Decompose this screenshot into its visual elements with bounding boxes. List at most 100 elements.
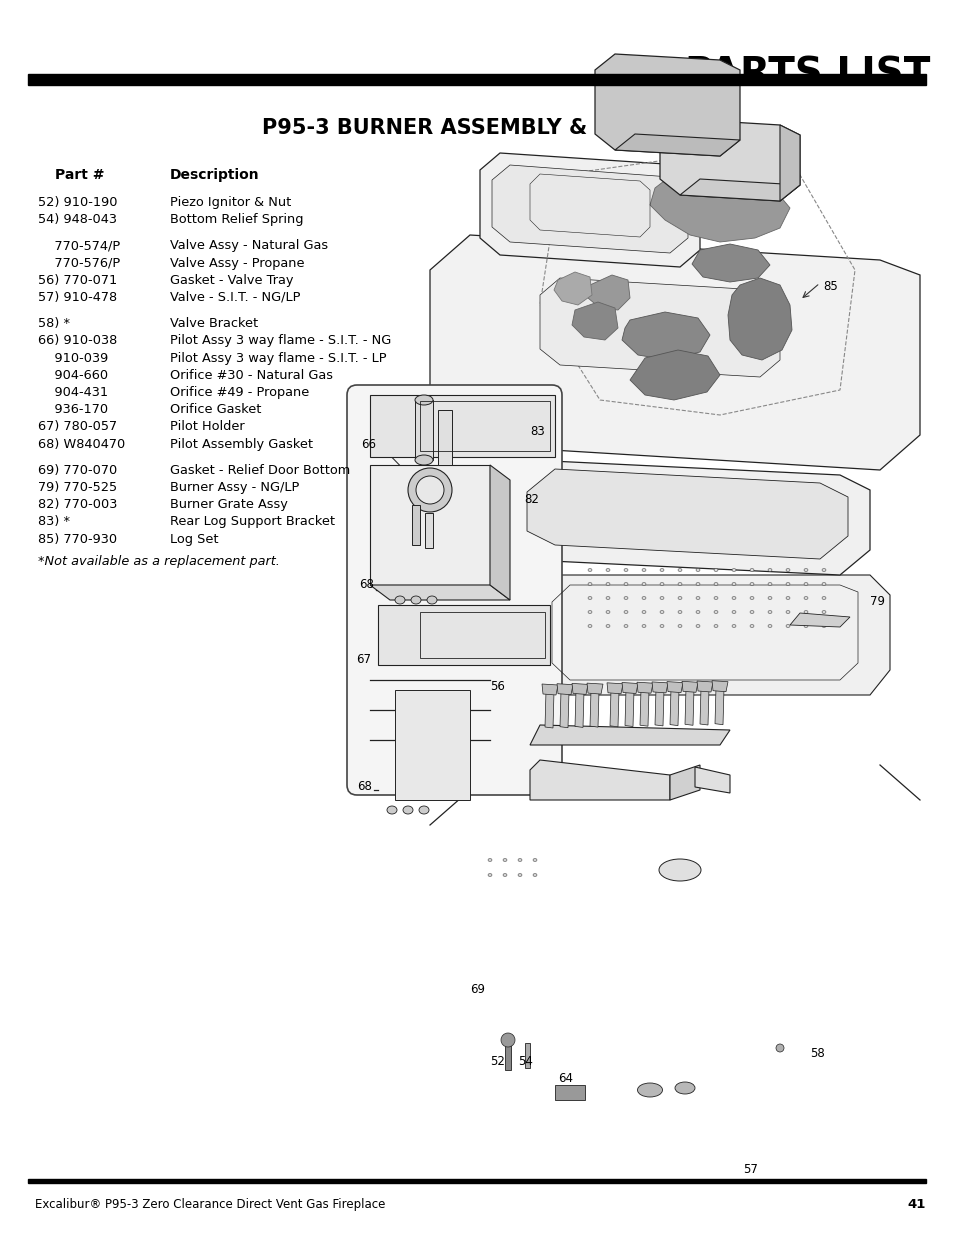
Text: 41: 41 [906,1198,925,1212]
Ellipse shape [587,597,592,599]
Bar [524,1044,530,1068]
Text: Piezo Ignitor & Nut: Piezo Ignitor & Nut [170,196,291,209]
Polygon shape [370,395,555,457]
Text: 56) 770-071: 56) 770-071 [38,274,117,287]
Ellipse shape [803,568,807,572]
Ellipse shape [641,597,645,599]
Text: 57: 57 [742,1163,757,1176]
Ellipse shape [587,625,592,627]
Ellipse shape [821,568,825,572]
Text: 69) 770-070: 69) 770-070 [38,464,117,477]
Ellipse shape [488,858,492,862]
Ellipse shape [387,806,396,814]
Text: 83: 83 [530,425,544,438]
Polygon shape [684,688,693,725]
Polygon shape [430,235,919,471]
Polygon shape [526,469,847,559]
Polygon shape [544,692,554,727]
Polygon shape [789,613,849,627]
Ellipse shape [785,597,789,599]
Polygon shape [624,689,634,726]
Ellipse shape [821,625,825,627]
Ellipse shape [488,873,492,877]
Polygon shape [691,245,769,282]
Text: 58) *: 58) * [38,317,70,330]
Ellipse shape [821,583,825,585]
Ellipse shape [678,625,681,627]
Ellipse shape [623,583,627,585]
Ellipse shape [659,625,663,627]
Ellipse shape [785,610,789,614]
Polygon shape [530,760,669,800]
Ellipse shape [587,610,592,614]
Ellipse shape [502,858,506,862]
Ellipse shape [623,625,627,627]
Ellipse shape [785,583,789,585]
Ellipse shape [749,610,753,614]
Polygon shape [639,689,648,726]
Text: 85) 770-930: 85) 770-930 [38,532,117,546]
Polygon shape [572,683,587,694]
Ellipse shape [641,583,645,585]
Ellipse shape [605,625,609,627]
Polygon shape [621,683,638,694]
Bar [555,1086,584,1100]
Ellipse shape [623,568,627,572]
Text: Description: Description [170,168,259,182]
Text: 770-576/P: 770-576/P [38,257,120,269]
Ellipse shape [713,625,718,627]
Ellipse shape [678,597,681,599]
Polygon shape [609,690,618,727]
Text: 67) 780-057: 67) 780-057 [38,420,117,433]
Text: Rear Log Support Bracket: Rear Log Support Bracket [170,515,335,529]
Text: Excalibur® P95-3 Zero Clearance Direct Vent Gas Fireplace: Excalibur® P95-3 Zero Clearance Direct V… [35,1198,385,1212]
Ellipse shape [767,597,771,599]
Polygon shape [586,683,602,694]
Ellipse shape [731,610,735,614]
Polygon shape [659,119,800,201]
Ellipse shape [659,860,700,881]
Text: Valve Bracket: Valve Bracket [170,317,258,330]
Polygon shape [559,690,568,727]
Bar [412,505,419,545]
Text: Bottom Relief Spring: Bottom Relief Spring [170,214,303,226]
Polygon shape [669,764,700,800]
Text: 83) *: 83) * [38,515,70,529]
Polygon shape [655,689,663,726]
Circle shape [408,468,452,513]
Ellipse shape [731,625,735,627]
Text: 54) 948-043: 54) 948-043 [38,214,117,226]
Ellipse shape [587,583,592,585]
Text: Valve - S.I.T. - NG/LP: Valve - S.I.T. - NG/LP [170,291,300,304]
Text: 57) 910-478: 57) 910-478 [38,291,117,304]
Ellipse shape [659,597,663,599]
Ellipse shape [411,597,420,604]
Text: 68: 68 [358,578,374,592]
Text: 904-660: 904-660 [38,369,108,382]
Text: 64: 64 [558,1072,573,1086]
Polygon shape [637,682,652,693]
Text: 58: 58 [809,1047,824,1060]
Polygon shape [681,682,698,693]
Text: 69: 69 [470,983,484,995]
Text: Burner Assy - NG/LP: Burner Assy - NG/LP [170,480,299,494]
Ellipse shape [767,625,771,627]
Polygon shape [554,272,592,305]
Polygon shape [370,585,510,600]
Ellipse shape [803,625,807,627]
Ellipse shape [418,806,429,814]
Polygon shape [595,54,740,156]
Ellipse shape [395,597,405,604]
Ellipse shape [623,597,627,599]
Polygon shape [377,605,550,664]
Polygon shape [539,278,780,377]
Circle shape [500,1032,515,1047]
Ellipse shape [785,625,789,627]
Ellipse shape [696,610,700,614]
Ellipse shape [641,610,645,614]
Polygon shape [541,684,558,695]
Polygon shape [727,278,791,359]
Text: *Not available as a replacement part.: *Not available as a replacement part. [38,555,279,568]
Ellipse shape [767,583,771,585]
Ellipse shape [605,568,609,572]
